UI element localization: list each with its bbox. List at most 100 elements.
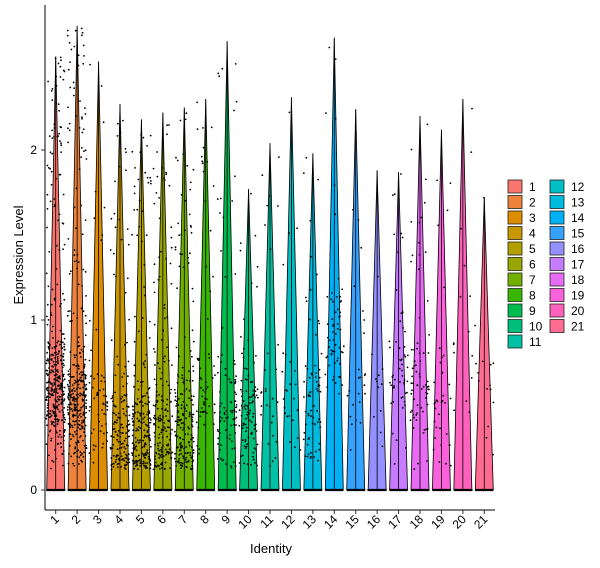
data-point bbox=[196, 357, 199, 360]
data-point bbox=[318, 418, 320, 421]
data-point bbox=[228, 438, 231, 440]
data-point bbox=[233, 461, 235, 463]
data-point bbox=[57, 62, 60, 65]
data-point bbox=[157, 437, 160, 439]
data-point bbox=[79, 352, 81, 355]
legend-label-20: 20 bbox=[571, 304, 585, 318]
data-point bbox=[192, 413, 195, 416]
data-point bbox=[125, 444, 128, 446]
data-point bbox=[148, 320, 151, 323]
data-point bbox=[182, 457, 185, 460]
data-point bbox=[204, 397, 207, 400]
data-point bbox=[166, 346, 168, 349]
data-point bbox=[219, 457, 222, 460]
data-point bbox=[63, 421, 66, 424]
data-point bbox=[148, 458, 151, 460]
data-point bbox=[57, 353, 60, 355]
data-point bbox=[97, 413, 100, 416]
data-point-zero bbox=[434, 489, 437, 491]
data-point-zero bbox=[177, 489, 180, 491]
data-point-zero bbox=[477, 489, 480, 491]
data-point bbox=[53, 297, 56, 300]
data-point bbox=[52, 354, 55, 357]
data-point bbox=[112, 454, 115, 457]
data-point bbox=[241, 454, 244, 457]
data-point bbox=[60, 142, 62, 145]
data-point bbox=[82, 439, 84, 442]
data-point bbox=[51, 88, 54, 90]
data-point bbox=[53, 363, 56, 366]
data-point bbox=[50, 439, 52, 442]
data-point bbox=[154, 455, 156, 458]
data-point bbox=[246, 368, 248, 370]
data-point bbox=[72, 462, 74, 465]
data-point bbox=[136, 439, 139, 442]
data-point bbox=[309, 409, 312, 412]
x-tick-label-19: 19 bbox=[428, 512, 448, 532]
data-point bbox=[426, 403, 429, 406]
data-point bbox=[171, 451, 174, 454]
data-point bbox=[73, 403, 76, 405]
data-point bbox=[119, 431, 121, 434]
data-point bbox=[436, 179, 438, 182]
data-point bbox=[51, 129, 53, 132]
legend-key-18 bbox=[549, 272, 565, 287]
data-point bbox=[53, 123, 56, 126]
data-point bbox=[191, 355, 193, 358]
data-point bbox=[162, 444, 164, 447]
data-point bbox=[98, 420, 100, 423]
data-point bbox=[145, 392, 148, 394]
data-point bbox=[165, 444, 168, 447]
data-point bbox=[127, 424, 130, 426]
data-point bbox=[109, 249, 112, 251]
data-point bbox=[102, 442, 105, 445]
data-point bbox=[73, 414, 76, 417]
legend-label-7: 7 bbox=[529, 273, 536, 287]
data-point bbox=[68, 453, 70, 455]
data-point bbox=[239, 242, 242, 245]
data-point bbox=[80, 376, 82, 379]
data-point-zero bbox=[242, 489, 245, 491]
data-point bbox=[225, 429, 227, 432]
data-point bbox=[226, 436, 229, 439]
data-point bbox=[84, 107, 86, 109]
data-point bbox=[266, 204, 269, 207]
data-point bbox=[53, 425, 56, 427]
data-point bbox=[110, 339, 113, 342]
data-point bbox=[244, 404, 247, 406]
data-point bbox=[68, 129, 71, 132]
data-point bbox=[71, 390, 73, 393]
data-point bbox=[121, 432, 124, 435]
data-point bbox=[78, 436, 81, 439]
data-point bbox=[161, 384, 164, 387]
data-point bbox=[377, 386, 380, 389]
data-point bbox=[418, 241, 420, 244]
data-point bbox=[410, 382, 413, 385]
data-point bbox=[78, 379, 81, 381]
data-point bbox=[50, 388, 53, 390]
data-point bbox=[67, 310, 70, 313]
data-point bbox=[79, 394, 81, 397]
data-point bbox=[426, 386, 429, 388]
data-point bbox=[77, 379, 79, 382]
data-point bbox=[164, 317, 166, 320]
data-point bbox=[46, 381, 48, 384]
data-point-zero bbox=[419, 489, 422, 491]
data-point bbox=[135, 460, 137, 462]
data-point bbox=[136, 411, 139, 413]
data-point bbox=[186, 164, 189, 167]
data-point bbox=[162, 455, 165, 457]
data-point bbox=[138, 441, 141, 444]
data-point bbox=[57, 103, 60, 105]
data-point bbox=[63, 407, 66, 409]
data-point bbox=[78, 414, 81, 416]
data-point bbox=[243, 462, 246, 465]
data-point bbox=[271, 460, 274, 463]
data-point bbox=[388, 340, 391, 343]
data-point bbox=[156, 401, 159, 403]
data-point bbox=[160, 453, 163, 456]
data-point bbox=[336, 323, 339, 325]
data-point bbox=[235, 411, 238, 413]
data-point bbox=[100, 380, 103, 383]
data-point bbox=[161, 429, 164, 431]
